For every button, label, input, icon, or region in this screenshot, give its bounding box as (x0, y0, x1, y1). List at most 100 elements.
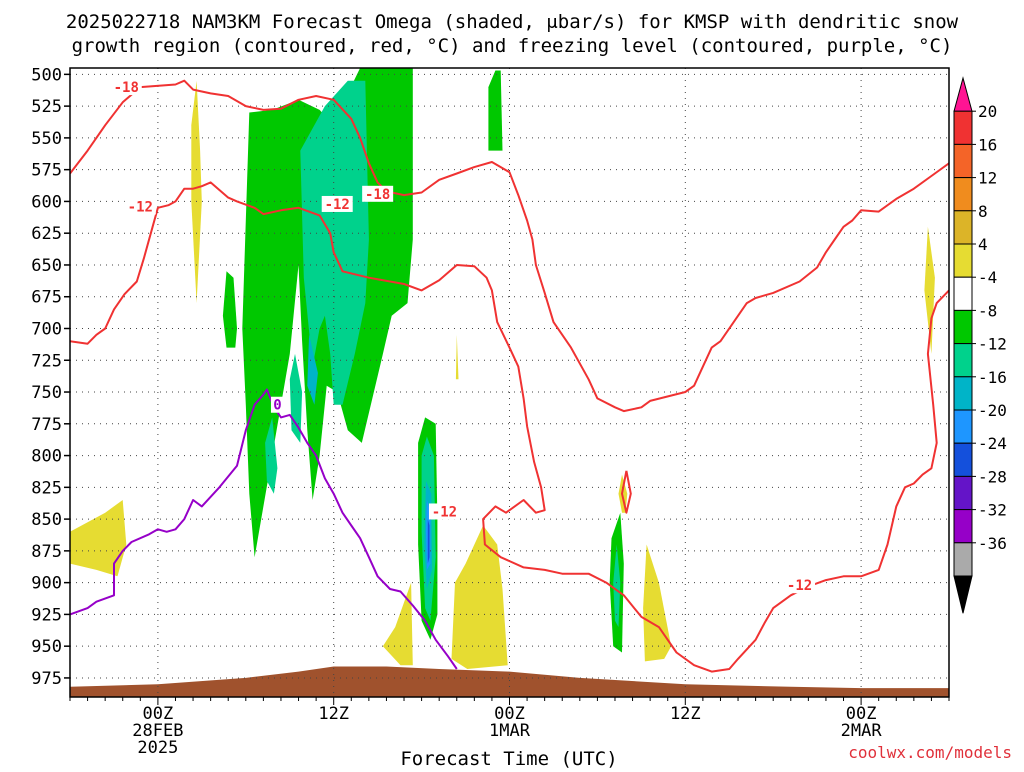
omega-region-19 (643, 544, 672, 662)
colorbar-segment-4 (953, 210, 973, 245)
x-tick-label-4-0: 00Z (846, 704, 877, 724)
chart-title-line-2: growth region (contoured, red, °C) and f… (72, 35, 953, 57)
y-tick-label-9: 725 (31, 351, 62, 371)
y-tick-label-11: 775 (31, 415, 62, 435)
y-tick-label-6: 650 (31, 256, 62, 276)
y-tick-label-2: 550 (31, 129, 62, 149)
colorbar-tick-label-9: -20 (978, 401, 1007, 420)
omega-region-14 (191, 80, 202, 304)
x-tick-label-2-0: 00Z (494, 704, 525, 724)
y-tick-label-13: 825 (31, 478, 62, 498)
colorbar-tick-label-2: 12 (978, 169, 997, 188)
x-tick-label-0-2: 2025 (137, 738, 178, 758)
y-tick-label-15: 875 (31, 542, 62, 562)
colorbar-tick-label-6: -8 (978, 301, 997, 320)
colorbar-segment-12 (953, 475, 973, 511)
contour-label-0-1: -18 (365, 187, 390, 203)
x-tick-label-2-1: 1MAR (489, 721, 531, 741)
contour-label-1-3: -12 (787, 578, 812, 594)
contour-label-bg-1-2 (428, 503, 460, 520)
contour-label-bg-3-0 (270, 396, 284, 413)
contour-label-1-0: -12 (128, 200, 153, 216)
y-tick-label-7: 675 (31, 288, 62, 308)
colorbar-segment-2 (953, 143, 973, 179)
colorbar-segment-6 (953, 276, 973, 311)
omega-region-6 (265, 417, 278, 494)
y-tick-label-17: 925 (31, 605, 62, 625)
y-tick-label-0: 500 (31, 65, 62, 85)
contour-line-0 (70, 79, 949, 413)
temperature-contours: -18 -18 -12 -12 -12 -12 0 (70, 79, 949, 673)
colorbar-tick-label-4: 4 (978, 235, 988, 254)
contour-line-1 (70, 181, 949, 673)
omega-region-10 (307, 334, 318, 405)
credit-text: coolwx.com/models (848, 743, 1012, 762)
colorbar-tick-label-1: 16 (978, 135, 997, 154)
omega-region-18 (382, 582, 413, 666)
contour-line-3 (70, 388, 458, 670)
omega-region-13 (427, 519, 430, 564)
colorbar-segment-5 (953, 243, 973, 278)
x-tick-label-4-1: 2MAR (841, 721, 883, 741)
contour-label-bg-1-3 (784, 577, 816, 594)
contour-line-2 (621, 470, 632, 514)
colorbar-bottom-arrow (953, 575, 973, 614)
y-tick-label-10: 750 (31, 383, 62, 403)
colorbar-tick-label-13: -36 (978, 534, 1007, 553)
colorbar-segment-7 (953, 309, 973, 345)
x-tick-label-1-0: 12Z (318, 704, 349, 724)
colorbar-legend: 20 16 12 8 4 -4 -8 -12 -16 -20 -24 -28 -32 -36 (953, 76, 1007, 614)
terrain-fill (70, 666, 949, 697)
colorbar-tick-label-0: 20 (978, 102, 997, 121)
contour-label-0-0: -18 (114, 80, 139, 96)
x-tick-label-3-0: 12Z (670, 704, 701, 724)
colorbar-tick-label-8: -16 (978, 368, 1007, 387)
y-tick-label-1: 525 (31, 97, 62, 117)
omega-region-17 (451, 525, 508, 669)
x-tick-label-0-0: 00Z (143, 704, 174, 724)
colorbar-segment-10 (953, 409, 973, 444)
contour-label-bg-0-1 (362, 185, 394, 202)
colorbar-tick-label-5: -4 (978, 268, 997, 287)
omega-region-9 (613, 544, 621, 628)
omega-region-16 (455, 334, 459, 380)
omega-region-21 (924, 226, 935, 354)
omega-region-5 (300, 80, 369, 405)
contour-label-1-1: -12 (325, 197, 350, 213)
x-axis-label: Forecast Time (UTC) (400, 748, 617, 768)
colorbar-tick-label-10: -24 (978, 434, 1007, 453)
contour-label-3-0: 0 (273, 398, 281, 414)
y-tick-label-19: 975 (31, 669, 62, 689)
y-tick-label-18: 950 (31, 637, 62, 657)
terrain (70, 666, 949, 697)
colorbar-tick-label-3: 8 (978, 202, 988, 221)
pressure-axis: 500 525 550 575 600 625 650 675 700 725 750 775 800 8… (31, 65, 70, 689)
colorbar-segment-3 (953, 177, 973, 212)
colorbar-segment-9 (953, 376, 973, 411)
y-tick-label-3: 575 (31, 161, 62, 181)
y-tick-label-5: 625 (31, 224, 62, 244)
colorbar-segment-1 (953, 110, 973, 145)
contour-label-1-2: -12 (432, 504, 457, 520)
chart-title-line-1: 2025022718 NAM3KM Forecast Omega (shaded… (66, 11, 959, 33)
colorbar-segment-11 (953, 442, 973, 477)
contour-label-bg-0-0 (110, 79, 142, 96)
y-tick-label-14: 850 (31, 510, 62, 530)
omega-region-2 (488, 70, 503, 151)
colorbar-tick-label-7: -12 (978, 335, 1007, 354)
y-tick-label-8: 700 (31, 319, 62, 339)
y-tick-label-4: 600 (31, 192, 62, 212)
colorbar-segment-13 (953, 509, 973, 544)
colorbar-tick-label-11: -28 (978, 467, 1007, 486)
colorbar-tick-label-12: -32 (978, 501, 1007, 520)
y-tick-label-16: 900 (31, 574, 62, 594)
contour-label-bg-1-0 (124, 198, 156, 215)
colorbar-segment-8 (953, 343, 973, 378)
y-tick-label-12: 800 (31, 447, 62, 467)
x-tick-label-0-1: 28FEB (132, 721, 183, 741)
colorbar-segment-14 (953, 542, 973, 577)
